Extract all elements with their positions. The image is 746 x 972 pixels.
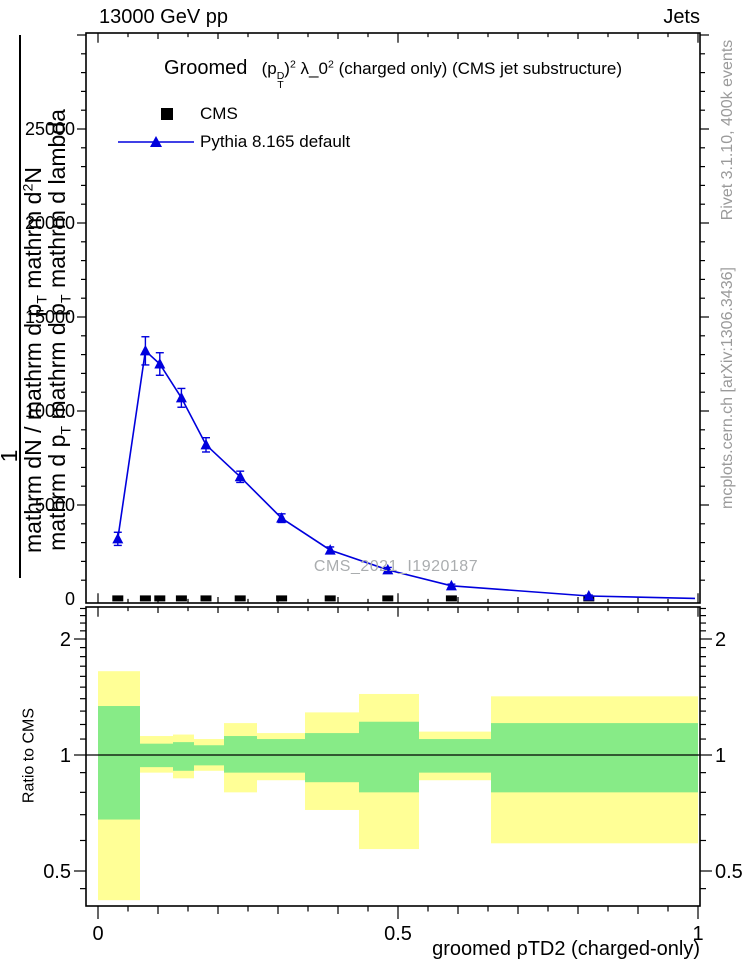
pythia-triangle-marker (583, 589, 595, 601)
ratio-green-band (305, 733, 359, 783)
formula-text: mathrm d lambda (44, 109, 70, 295)
ratio-yaxis-tick-label-right: 0.5 (715, 861, 743, 883)
formula-text: mathrm dN / mathrm d p (20, 303, 46, 554)
xaxis-tick-label: 0 (92, 923, 103, 945)
legend-label-cms: CMS (200, 104, 238, 123)
ratio-green-band (359, 721, 419, 793)
ratio-green-band (419, 739, 491, 773)
yaxis-label-line-a: mathrm dN / mathrm d pT mathrm d2N (20, 120, 51, 600)
main-yaxis-tick-label: 5000 (35, 495, 75, 515)
cms-data-square (154, 595, 166, 602)
analysis-group-label: Jets (663, 6, 700, 28)
pythia-line-marker (118, 136, 194, 147)
cms-data-square (139, 595, 151, 602)
ratio-green-band (257, 739, 305, 773)
legend-triangle-icon (150, 136, 162, 147)
formula-text: ) (284, 59, 290, 78)
main-yaxis-tick-label: 20000 (25, 213, 75, 233)
yaxis-label-line-b: mathrm d pT mathrm d pT mathrm d lambda (44, 64, 75, 596)
watermark-analysis-id: CMS_2021_I1920187 (313, 558, 479, 575)
ratio-yaxis-tick-label-right: 1 (715, 745, 726, 767)
pythia-triangle-marker (382, 563, 394, 575)
ratio-yaxis-tick-label: 0.5 (43, 861, 71, 883)
formula-text: mathrm d (20, 191, 46, 296)
formula-stack-item: D (276, 69, 285, 82)
formula-superscript: 2 (20, 183, 37, 192)
ratio-green-band (224, 736, 257, 773)
cms-data-square (234, 595, 246, 602)
observable-formula: (p D T)2 λ_02 (261, 58, 334, 90)
pythia-triangle-marker (324, 544, 336, 555)
ratio-yaxis-tick-label: 1 (60, 745, 71, 767)
formula-text: N (20, 166, 46, 184)
main-yaxis-tick-label: 15000 (25, 307, 75, 327)
plot-title-prefix: Groomed (163, 57, 248, 79)
main-frame (85, 32, 701, 604)
formula-text: mathrm d p (44, 303, 70, 426)
yaxis-fraction-bar (19, 35, 21, 578)
cms-data-square (112, 595, 124, 602)
formula-stack-item: T (277, 79, 284, 92)
rivet-version-note: Rivet 3.1.10, 400k events (719, 39, 736, 221)
beam-energy-label: 13000 GeV pp (99, 6, 228, 28)
formula-subscript: T (58, 425, 75, 435)
cms-data-square (324, 595, 336, 602)
main-yaxis-tick-label: 25000 (25, 119, 75, 139)
ratio-yaxis-tick-label-right: 2 (715, 629, 726, 651)
formula-text: (p (261, 59, 277, 78)
pythia-triangle-marker (445, 579, 457, 591)
xaxis-tick-label: 1 (692, 923, 703, 945)
pythia-line (117, 349, 696, 600)
ratio-axis-label: Ratio to CMS (20, 707, 38, 804)
pythia-triangle-marker (200, 438, 212, 450)
plot-title-suffix: (charged only) (CMS jet substructure) (338, 59, 623, 78)
formula-superscript: 2 (289, 58, 296, 71)
pythia-triangle-marker (139, 344, 151, 356)
mcplots-arxiv-note: mcplots.cern.ch [arXiv:1306.3436] (719, 267, 736, 509)
pythia-triangle-marker (276, 512, 288, 523)
ratio-green-band (173, 742, 194, 771)
cms-square-marker (161, 108, 173, 120)
main-yaxis-tick-label: 0 (65, 589, 75, 609)
xaxis-title: groomed pTD2 (charged-only) (432, 938, 700, 960)
cms-data-square (382, 595, 394, 602)
plot-title: Groomed (p D T)2 λ_02 (charged only) (CMS … (164, 57, 622, 91)
pythia-triangle-marker (175, 391, 187, 403)
xaxis-tick-label: 0.5 (384, 923, 412, 945)
pythia-triangle-marker (154, 358, 166, 369)
cms-data-square (445, 595, 457, 602)
pythia-triangle-marker (112, 532, 124, 544)
cms-data-square (276, 595, 288, 602)
formula-text: λ_0 (295, 59, 328, 78)
ratio-frame (85, 606, 701, 907)
legend-label-pythia: Pythia 8.165 default (200, 132, 351, 151)
pythia-triangle-marker (234, 470, 246, 482)
ratio-yaxis-tick-label: 2 (60, 629, 71, 651)
main-yaxis-tick-label: 10000 (25, 401, 75, 421)
cms-data-square (175, 595, 187, 602)
yaxis-numerator: 1 (0, 441, 22, 471)
formula-superscript: 2 (327, 58, 334, 71)
ratio-green-band (491, 723, 698, 793)
cms-data-square (200, 595, 212, 602)
ratio-green-band (98, 706, 140, 820)
formula-subscript: T (58, 294, 75, 304)
formula-text: mathrm d p (44, 434, 70, 551)
